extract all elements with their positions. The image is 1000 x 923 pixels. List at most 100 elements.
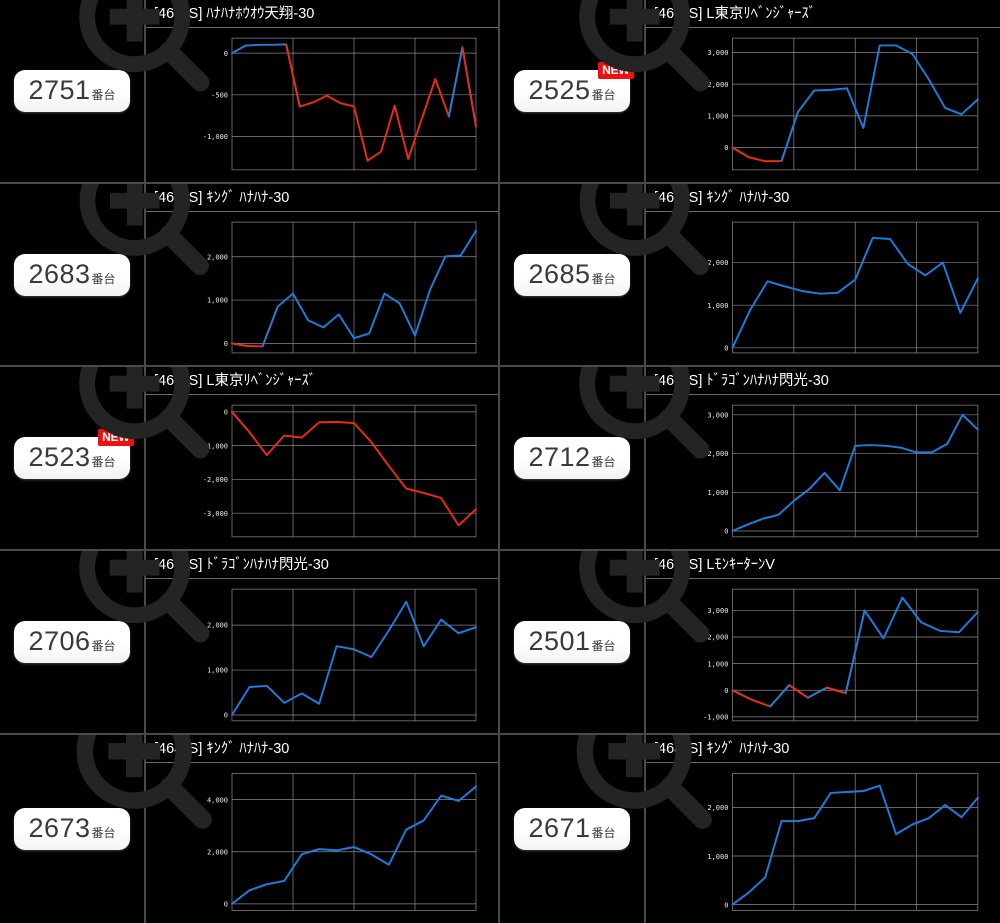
machine-number-suffix: 番台 bbox=[591, 455, 616, 469]
payout-graph[interactable]: 0 -500 -1,000 bbox=[79, 0, 498, 182]
machine-number-pane[interactable]: 2523 番台 NEW bbox=[0, 367, 146, 549]
chart-pane[interactable]: [46枚S] ﾄﾞﾗｺﾞﾝﾊﾅﾊﾅ閃光-30 3,000 2,000 1,000 0 bbox=[579, 367, 1000, 549]
machine-number-pill[interactable]: 2712 番台 bbox=[514, 437, 630, 479]
machine-number-pane[interactable]: 2673 番台 bbox=[0, 735, 146, 923]
machine-number-pane[interactable]: 2671 番台 bbox=[500, 735, 646, 923]
machine-number-pill[interactable]: 2751 番台 bbox=[14, 70, 130, 112]
svg-text:-3,000: -3,000 bbox=[203, 509, 228, 518]
svg-text:2,000: 2,000 bbox=[207, 252, 228, 261]
svg-text:-1,000: -1,000 bbox=[703, 712, 728, 721]
new-badge: NEW bbox=[598, 62, 634, 79]
svg-text:0: 0 bbox=[224, 49, 228, 58]
svg-text:1,000: 1,000 bbox=[707, 488, 728, 497]
machine-number-pane[interactable]: 2751 番台 bbox=[0, 0, 146, 182]
chart-pane[interactable]: [46枚S] ｷﾝｸﾞ ﾊﾅﾊﾅ-30 4,000 2,000 0 bbox=[76, 735, 498, 923]
payout-graph[interactable]: 0 -1,000 -2,000 -3,000 bbox=[79, 367, 498, 549]
chart-pane[interactable]: [46枚S] LﾓﾝｷｰﾀｰﾝV 3,000 2,000 1,000 0 -1,000 bbox=[579, 551, 1000, 733]
machine-number-pane[interactable]: 2525 番台 NEW bbox=[500, 0, 646, 182]
chart-title: [46枚S] L東京ﾘﾍﾞﾝｼﾞｬｰｽﾞ bbox=[646, 0, 1000, 28]
svg-text:3,000: 3,000 bbox=[707, 606, 728, 615]
machine-number-suffix: 番台 bbox=[91, 88, 116, 102]
chart-title: [46枚S] ｷﾝｸﾞ ﾊﾅﾊﾅ-30 bbox=[146, 735, 498, 763]
machine-number-suffix: 番台 bbox=[591, 88, 616, 102]
machine-card[interactable]: 2685 番台 [46枚S] ｷﾝｸﾞ ﾊﾅﾊﾅ-30 2,000 1,000 0 bbox=[500, 184, 1000, 367]
machine-number-pane[interactable]: 2683 番台 bbox=[0, 184, 146, 365]
svg-text:0: 0 bbox=[224, 711, 228, 720]
machine-number-pill[interactable]: 2525 番台 NEW bbox=[514, 62, 634, 112]
chart-pane[interactable]: [46枚S] ﾊﾅﾊﾅﾎｳｵｳ天翔-30 0 -500 -1,000 bbox=[79, 0, 498, 182]
machine-number-pane[interactable]: 2706 番台 bbox=[0, 551, 146, 733]
machine-number-pill[interactable]: 2706 番台 bbox=[14, 621, 130, 663]
payout-graph[interactable]: 4,000 2,000 0 bbox=[76, 735, 498, 923]
chart-pane[interactable]: [46枚S] ｷﾝｸﾞ ﾊﾅﾊﾅ-30 2,000 1,000 0 bbox=[79, 184, 498, 365]
machine-number-value: 2706 bbox=[28, 626, 91, 656]
svg-text:2,000: 2,000 bbox=[707, 258, 728, 267]
svg-text:0: 0 bbox=[224, 899, 228, 908]
chart-pane[interactable]: [46枚S] ｷﾝｸﾞ ﾊﾅﾊﾅ-30 2,000 1,000 0 bbox=[576, 735, 1000, 923]
svg-text:2,000: 2,000 bbox=[707, 449, 728, 458]
machine-number-suffix: 番台 bbox=[591, 271, 616, 286]
svg-text:1,000: 1,000 bbox=[207, 666, 228, 675]
svg-text:0: 0 bbox=[724, 527, 728, 536]
chart-title: [46枚S] L東京ﾘﾍﾞﾝｼﾞｬｰｽﾞ bbox=[146, 367, 498, 395]
svg-text:2,000: 2,000 bbox=[207, 847, 228, 856]
machine-number-pane[interactable]: 2501 番台 bbox=[500, 551, 646, 733]
svg-text:2,000: 2,000 bbox=[707, 633, 728, 642]
machine-number-suffix: 番台 bbox=[91, 271, 116, 286]
machine-card[interactable]: 2673 番台 [46枚S] ｷﾝｸﾞ ﾊﾅﾊﾅ-30 4,000 2,000 0 bbox=[0, 735, 500, 923]
machine-card[interactable]: 2706 番台 [46枚S] ﾄﾞﾗｺﾞﾝﾊﾅﾊﾅ閃光-30 2,000 1,000 0 bbox=[0, 551, 500, 735]
machine-card[interactable]: 2683 番台 [46枚S] ｷﾝｸﾞ ﾊﾅﾊﾅ-30 2,000 1,000 0 bbox=[0, 184, 500, 367]
svg-text:3,000: 3,000 bbox=[707, 410, 728, 419]
machine-card[interactable]: 2671 番台 [46枚S] ｷﾝｸﾞ ﾊﾅﾊﾅ-30 2,000 1,000 0 bbox=[500, 735, 1000, 923]
chart-title: [46枚S] ﾄﾞﾗｺﾞﾝﾊﾅﾊﾅ閃光-30 bbox=[146, 551, 498, 579]
machine-number-pill[interactable]: 2501 番台 bbox=[514, 621, 630, 663]
machine-number-value: 2501 bbox=[528, 626, 591, 656]
new-badge: NEW bbox=[98, 429, 134, 446]
svg-text:0: 0 bbox=[724, 143, 728, 152]
payout-graph[interactable]: 3,000 2,000 1,000 0 bbox=[579, 0, 1000, 182]
machine-number-pill[interactable]: 2683 番台 bbox=[14, 253, 130, 296]
chart-pane[interactable]: [46枚S] ﾄﾞﾗｺﾞﾝﾊﾅﾊﾅ閃光-30 2,000 1,000 0 bbox=[79, 551, 498, 733]
chart-title: [46枚S] ﾄﾞﾗｺﾞﾝﾊﾅﾊﾅ閃光-30 bbox=[646, 367, 1000, 395]
svg-text:4,000: 4,000 bbox=[207, 795, 228, 804]
machine-number-suffix: 番台 bbox=[591, 639, 616, 653]
machine-card[interactable]: 2525 番台 NEW [46枚S] L東京ﾘﾍﾞﾝｼﾞｬｰｽﾞ 3,000 2,000 1… bbox=[500, 0, 1000, 184]
payout-graph[interactable]: 3,000 2,000 1,000 0 -1,000 bbox=[579, 551, 1000, 733]
machine-card[interactable]: 2751 番台 [46枚S] ﾊﾅﾊﾅﾎｳｵｳ天翔-30 0 -500 -1,000 bbox=[0, 0, 500, 184]
machine-number-suffix: 番台 bbox=[91, 826, 116, 840]
machine-number-pill[interactable]: 2671 番台 bbox=[514, 808, 630, 850]
payout-graph[interactable]: 3,000 2,000 1,000 0 bbox=[579, 367, 1000, 549]
payout-graph[interactable]: 2,000 1,000 0 bbox=[579, 184, 1000, 365]
machine-number-pill[interactable]: 2673 番台 bbox=[14, 808, 130, 850]
svg-text:-2,000: -2,000 bbox=[203, 475, 228, 484]
svg-text:-1,000: -1,000 bbox=[203, 441, 228, 450]
svg-text:2,000: 2,000 bbox=[207, 621, 228, 630]
svg-text:0: 0 bbox=[724, 343, 728, 352]
chart-title: [46枚S] ｷﾝｸﾞ ﾊﾅﾊﾅ-30 bbox=[146, 184, 498, 212]
chart-pane[interactable]: [46枚S] L東京ﾘﾍﾞﾝｼﾞｬｰｽﾞ 0 -1,000 -2,000 -3,000 bbox=[79, 367, 498, 549]
payout-graph[interactable]: 2,000 1,000 0 bbox=[576, 735, 1000, 923]
svg-text:1,000: 1,000 bbox=[707, 659, 728, 668]
payout-graph[interactable]: 2,000 1,000 0 bbox=[79, 551, 498, 733]
machine-card[interactable]: 2501 番台 [46枚S] LﾓﾝｷｰﾀｰﾝV 3,000 2,000 1,000 0 -1… bbox=[500, 551, 1000, 735]
svg-text:2,000: 2,000 bbox=[707, 80, 728, 89]
payout-graph[interactable]: 2,000 1,000 0 bbox=[79, 184, 498, 365]
svg-text:0: 0 bbox=[724, 686, 728, 695]
machine-card[interactable]: 2523 番台 NEW [46枚S] L東京ﾘﾍﾞﾝｼﾞｬｰｽﾞ 0 -1,000 -2,0… bbox=[0, 367, 500, 551]
machine-number-value: 2525 bbox=[528, 75, 591, 105]
machine-number-value: 2673 bbox=[28, 813, 91, 843]
machine-number-pill[interactable]: 2685 番台 bbox=[514, 253, 630, 296]
svg-text:1,000: 1,000 bbox=[707, 852, 728, 861]
machine-number-suffix: 番台 bbox=[91, 455, 116, 469]
svg-text:-500: -500 bbox=[211, 90, 228, 99]
machine-number-suffix: 番台 bbox=[91, 639, 116, 653]
chart-pane[interactable]: [46枚S] ｷﾝｸﾞ ﾊﾅﾊﾅ-30 2,000 1,000 0 bbox=[579, 184, 1000, 365]
machine-number-pane[interactable]: 2712 番台 bbox=[500, 367, 646, 549]
machine-number-value: 2523 bbox=[28, 442, 91, 472]
machine-card[interactable]: 2712 番台 [46枚S] ﾄﾞﾗｺﾞﾝﾊﾅﾊﾅ閃光-30 3,000 2,000 1,… bbox=[500, 367, 1000, 551]
chart-pane[interactable]: [46枚S] L東京ﾘﾍﾞﾝｼﾞｬｰｽﾞ 3,000 2,000 1,000 0 bbox=[579, 0, 1000, 182]
svg-text:0: 0 bbox=[724, 900, 728, 909]
machine-number-pill[interactable]: 2523 番台 NEW bbox=[14, 429, 134, 479]
machine-number-pane[interactable]: 2685 番台 bbox=[500, 184, 646, 365]
